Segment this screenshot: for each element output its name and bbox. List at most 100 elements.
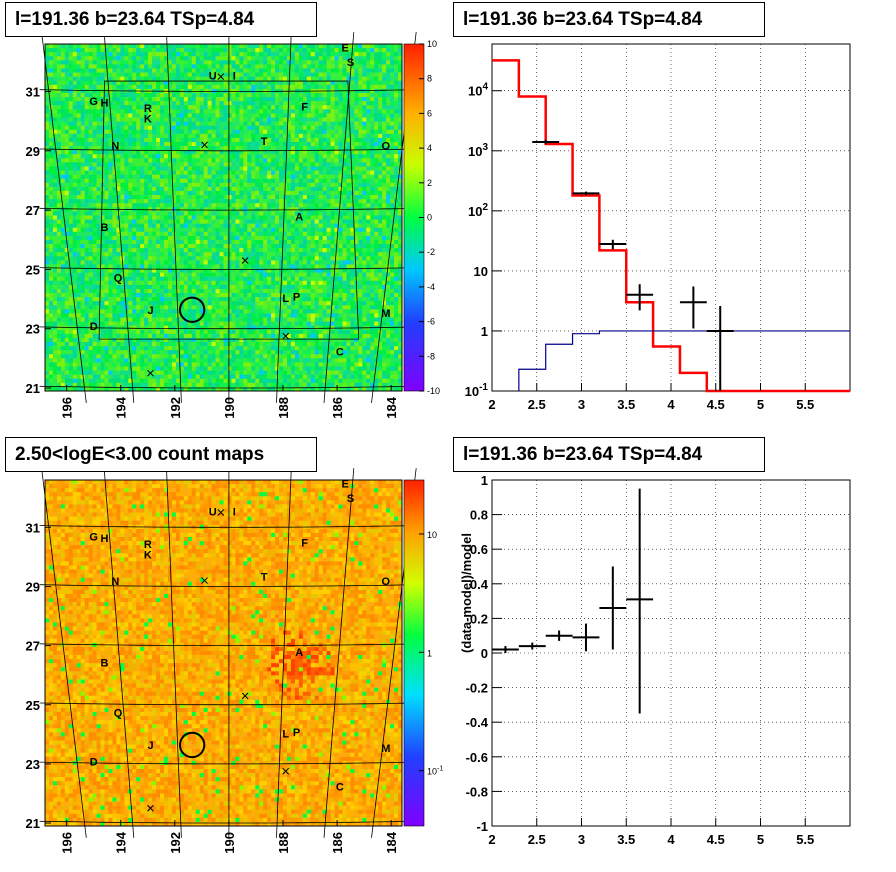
map-pixel	[108, 260, 113, 265]
map-pixel	[72, 154, 78, 159]
map-pixel	[286, 248, 292, 253]
map-pixel	[306, 244, 312, 249]
map-pixel	[354, 158, 359, 163]
map-pixel	[271, 68, 276, 73]
map-pixel	[374, 186, 379, 192]
map-pixel	[342, 105, 347, 110]
map-pixel	[374, 195, 379, 200]
map-pixel	[247, 219, 252, 224]
map-pixel	[76, 97, 81, 102]
map-pixel	[207, 64, 212, 69]
map-pixel	[80, 252, 85, 257]
map-pixel	[330, 137, 335, 143]
map-pixel	[132, 101, 137, 106]
map-pixel	[294, 244, 300, 249]
map-pixel	[140, 219, 145, 224]
map-pixel	[132, 52, 137, 57]
map-pixel	[199, 203, 204, 208]
map-pixel	[152, 117, 157, 122]
map-pixel	[219, 211, 224, 216]
map-pixel	[290, 260, 296, 265]
map-pixel	[290, 109, 296, 114]
map-pixel	[92, 162, 97, 167]
map-pixel	[128, 211, 133, 216]
map-pixel	[310, 162, 316, 167]
map-pixel	[207, 215, 212, 220]
map-pixel	[88, 182, 93, 188]
map-pixel	[68, 68, 74, 73]
map-pixel	[183, 158, 189, 163]
map-pixel	[136, 186, 141, 192]
map-pixel	[271, 199, 276, 204]
map-pixel	[271, 133, 276, 139]
map-pixel	[72, 48, 78, 53]
map-pixel	[378, 248, 383, 253]
map-pixel	[394, 84, 399, 90]
map-pixel	[60, 113, 66, 118]
map-pixel	[72, 178, 78, 184]
map-pixel	[156, 84, 161, 90]
map-pixel	[314, 219, 319, 224]
map-pixel	[179, 72, 185, 77]
map-pixel	[104, 125, 109, 131]
map-pixel	[310, 76, 316, 82]
map-pixel	[183, 117, 189, 122]
map-pixel	[251, 215, 256, 220]
map-pixel	[239, 244, 244, 249]
map-pixel	[390, 178, 395, 184]
map-pixel	[160, 256, 165, 261]
map-pixel	[199, 190, 204, 196]
map-pixel	[207, 190, 212, 196]
map-pixel	[167, 199, 173, 204]
map-pixel	[235, 105, 240, 110]
map-pixel	[314, 256, 319, 261]
map-pixel	[302, 182, 308, 188]
map-pixel	[342, 56, 347, 61]
map-pixel	[211, 203, 216, 208]
map-pixel	[76, 60, 81, 65]
map-pixel	[219, 264, 224, 269]
map-pixel	[96, 195, 101, 200]
map-pixel	[275, 154, 280, 159]
map-pixel	[263, 129, 268, 135]
map-pixel	[144, 68, 149, 73]
map-pixel	[334, 227, 339, 233]
map-pixel	[179, 219, 185, 224]
map-pixel	[322, 60, 327, 65]
map-pixel	[267, 129, 272, 135]
map-pixel	[255, 227, 260, 233]
map-pixel	[92, 215, 97, 220]
map-pixel	[88, 235, 93, 241]
map-pixel	[279, 219, 284, 224]
map-pixel	[148, 72, 153, 77]
map-pixel	[152, 256, 157, 261]
map-pixel	[48, 60, 54, 65]
map-pixel	[84, 117, 89, 122]
map-pixel	[96, 84, 101, 90]
map-pixel	[326, 199, 331, 204]
map-pixel	[378, 223, 383, 228]
map-pixel	[60, 80, 66, 86]
map-pixel	[378, 72, 383, 77]
map-pixel	[60, 256, 66, 261]
map-pixel	[358, 186, 363, 192]
map-pixel	[68, 133, 74, 139]
map-pixel	[88, 52, 93, 57]
map-pixel	[354, 113, 359, 118]
map-pixel	[108, 117, 113, 122]
map-pixel	[386, 52, 391, 57]
map-pixel	[370, 244, 375, 249]
map-pixel	[279, 121, 284, 126]
map-pixel	[191, 174, 197, 180]
map-pixel	[207, 97, 212, 102]
map-pixel	[92, 125, 97, 131]
map-pixel	[164, 105, 169, 110]
map-pixel	[334, 72, 339, 77]
map-pixel	[374, 248, 379, 253]
map-pixel	[290, 117, 296, 122]
map-pixel	[334, 158, 339, 163]
map-pixel	[132, 199, 137, 204]
map-pixel	[251, 84, 256, 90]
map-pixel	[195, 141, 200, 147]
map-pixel	[179, 170, 185, 175]
